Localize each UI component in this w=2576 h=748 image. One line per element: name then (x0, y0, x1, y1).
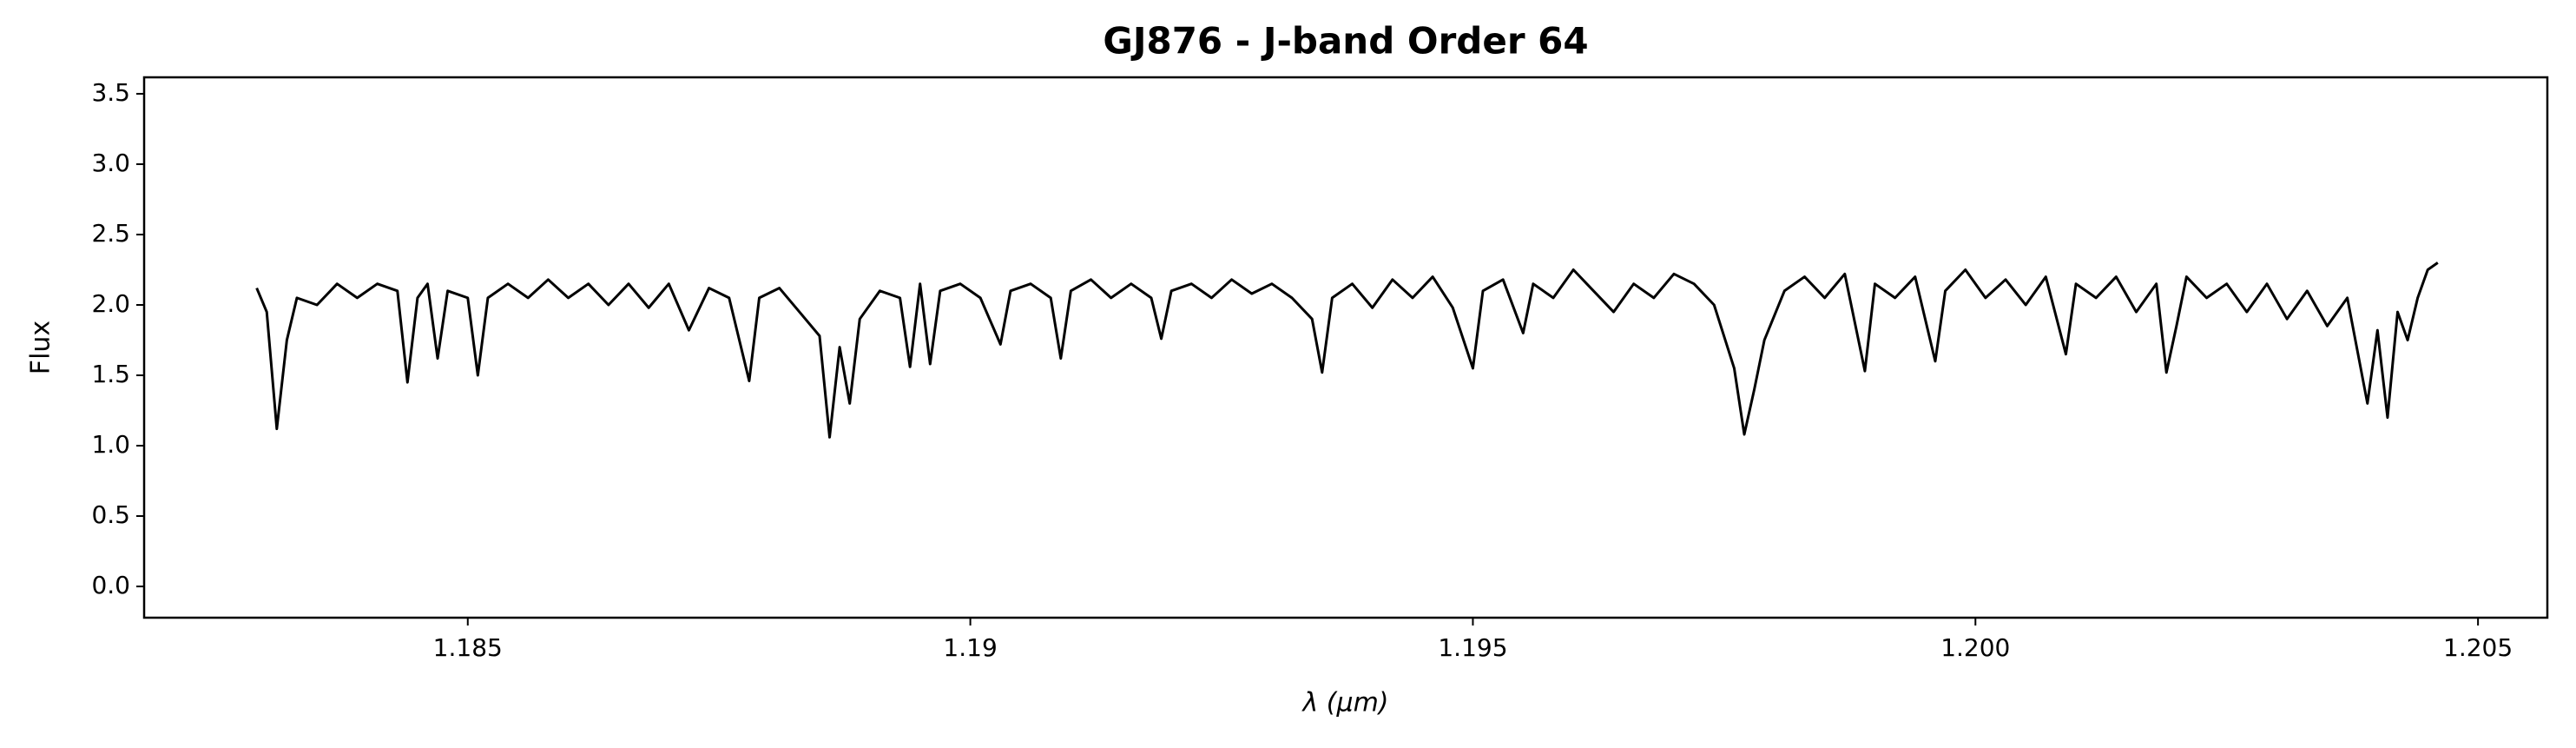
y-tick-label: 0.0 (91, 571, 130, 599)
y-tick-label: 2.5 (91, 219, 130, 248)
y-tick-label: 0.5 (91, 500, 130, 529)
x-tick-label: 1.195 (1438, 633, 1507, 662)
y-tick-label: 1.0 (91, 430, 130, 459)
y-tick-label: 3.5 (91, 78, 130, 107)
y-tick-label: 2.0 (91, 289, 130, 318)
spectrum-line (255, 261, 2439, 439)
chart-title: GJ876 - J-band Order 64 (1103, 20, 1588, 63)
y-tick-label: 3.0 (91, 149, 130, 177)
y-tick-label: 1.5 (91, 360, 130, 388)
y-axis-label: Flux (26, 321, 56, 374)
x-tick-label: 1.185 (433, 633, 503, 662)
x-tick-label: 1.19 (943, 633, 997, 662)
x-axis-label: λ (μm) (1301, 688, 1388, 718)
x-tick-label: 1.200 (1940, 633, 2010, 662)
x-tick-label: 1.205 (2443, 633, 2513, 662)
plot-frame (142, 76, 2549, 619)
